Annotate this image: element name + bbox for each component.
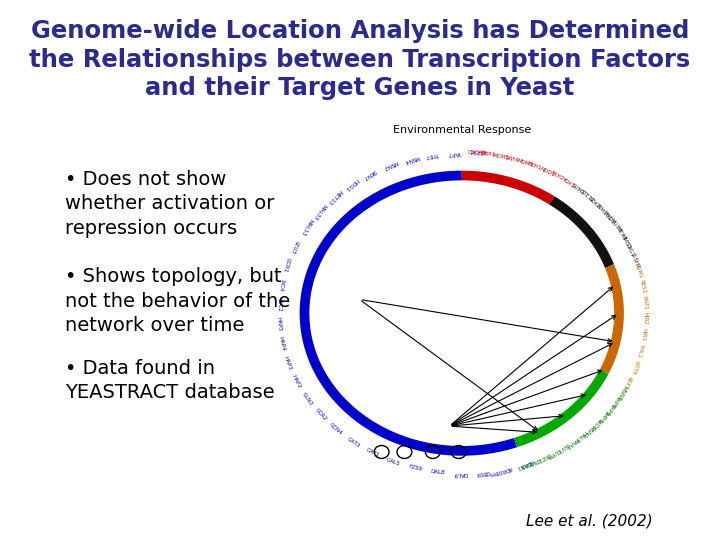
Text: ADR08m: ADR08m <box>488 465 513 476</box>
Text: HAP3: HAP3 <box>283 355 293 370</box>
Text: DAL8: DAL8 <box>430 469 445 475</box>
Text: YOX1: YOX1 <box>560 177 575 188</box>
Text: DAL9: DAL9 <box>453 471 467 476</box>
Text: CRZ1: CRZ1 <box>536 451 552 463</box>
Text: YAP7: YAP7 <box>449 150 462 156</box>
Text: MSN4: MSN4 <box>403 153 420 163</box>
Text: ARP1: ARP1 <box>623 375 633 390</box>
Text: ACE2: ACE2 <box>471 151 486 156</box>
Text: HIR1: HIR1 <box>640 328 647 342</box>
Text: MEX1: MEX1 <box>614 226 627 241</box>
Text: STE12: STE12 <box>579 189 595 204</box>
Text: • Does not show
whether activation or
repression occurs: • Does not show whether activation or re… <box>66 170 274 238</box>
Text: FHL1: FHL1 <box>636 344 644 359</box>
Text: MSN2: MSN2 <box>382 159 398 171</box>
Text: RAP1: RAP1 <box>642 295 648 310</box>
Text: Lee et al. (2002): Lee et al. (2002) <box>526 513 653 528</box>
Text: • Data found in
YEASTRACT database: • Data found in YEASTRACT database <box>66 359 275 402</box>
Text: MAL33: MAL33 <box>312 202 327 220</box>
Text: HIR2: HIR2 <box>642 312 647 325</box>
Text: MDM1: MDM1 <box>516 158 534 168</box>
Text: Genome-wide Location Analysis has Determined
the Relationships between Transcrip: Genome-wide Location Analysis has Determ… <box>30 19 690 100</box>
Text: NDD1: NDD1 <box>539 166 556 177</box>
Text: PHD1: PHD1 <box>602 210 615 225</box>
Text: FKH1: FKH1 <box>528 161 543 171</box>
Text: IXC4: IXC4 <box>278 279 284 292</box>
Text: YAP6: YAP6 <box>611 393 622 407</box>
Text: GLN3: GLN3 <box>301 392 313 406</box>
Text: RIM101: RIM101 <box>595 203 612 221</box>
Text: FKH2: FKH2 <box>549 171 564 182</box>
Text: LEU3: LEU3 <box>289 239 300 254</box>
Text: SWI4: SWI4 <box>504 155 519 163</box>
Text: GCR2: GCR2 <box>313 408 328 422</box>
Text: MAL13: MAL13 <box>300 218 312 237</box>
Text: 2-SH1: 2-SH1 <box>629 252 640 269</box>
Text: RES1: RES1 <box>639 279 647 294</box>
Text: Environmental Response: Environmental Response <box>392 125 531 135</box>
Text: GAL5: GAL5 <box>386 457 401 467</box>
Text: MUT7: MUT7 <box>608 218 621 233</box>
Text: HAP4: HAP4 <box>278 336 286 352</box>
Text: GCR1: GCR1 <box>282 256 291 273</box>
Text: • Shows topology, but
not the behavior of the
network over time: • Shows topology, but not the behavior o… <box>66 267 290 335</box>
Text: CIN5: CIN5 <box>528 456 541 466</box>
Text: bOT6: bOT6 <box>630 360 639 375</box>
Text: SKO1: SKO1 <box>590 416 603 430</box>
Text: ADR1: ADR1 <box>518 458 534 469</box>
Text: PGM1: PGM1 <box>634 263 643 279</box>
Text: HMS1: HMS1 <box>620 234 632 251</box>
Text: GLV1: GLV1 <box>556 442 570 454</box>
Text: CAN1: CAN1 <box>516 460 531 470</box>
Text: CBS9: CBS9 <box>475 469 490 476</box>
Text: SUM1: SUM1 <box>570 183 586 197</box>
Text: GCN4: GCN4 <box>328 422 343 436</box>
Text: SYC2: SYC2 <box>276 298 282 312</box>
Text: MET13: MET13 <box>327 188 343 205</box>
Text: HAP5: HAP5 <box>276 316 282 332</box>
Text: HOG1: HOG1 <box>343 178 359 192</box>
Text: MBP1: MBP1 <box>480 151 495 158</box>
Text: SKN7: SKN7 <box>362 168 377 180</box>
Text: SMP1: SMP1 <box>597 409 610 424</box>
Text: TYE7: TYE7 <box>426 151 440 158</box>
Text: CUP9: CUP9 <box>546 447 561 458</box>
Text: GAT3: GAT3 <box>346 436 361 449</box>
Text: GAT1: GAT1 <box>366 448 380 458</box>
Text: CDC45: CDC45 <box>468 151 487 156</box>
Text: HAL9: HAL9 <box>573 430 588 443</box>
Text: MSN2: MSN2 <box>616 385 627 401</box>
Text: FZS9: FZS9 <box>408 464 423 472</box>
Text: YAP1: YAP1 <box>604 401 616 415</box>
Text: HAA1: HAA1 <box>564 436 579 449</box>
Text: HAP2: HAP2 <box>291 374 302 389</box>
Text: MCM1: MCM1 <box>492 153 510 160</box>
Text: SOK2: SOK2 <box>587 196 601 210</box>
Text: DIG1: DIG1 <box>625 243 635 258</box>
Text: MSN1: MSN1 <box>580 423 595 438</box>
